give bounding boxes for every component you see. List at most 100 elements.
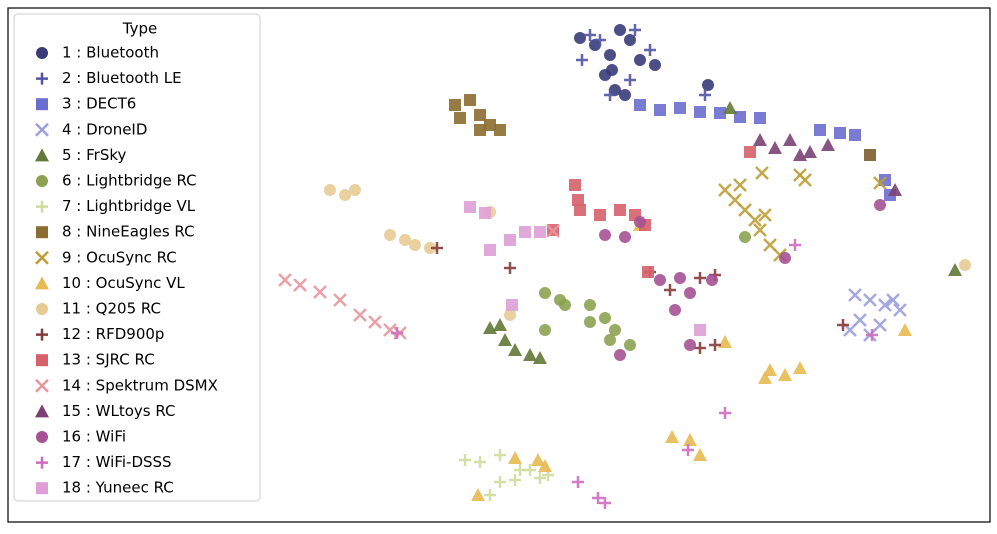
legend-label: 6 : Lightbridge RC xyxy=(62,172,197,190)
point xyxy=(534,472,546,484)
points xyxy=(278,24,971,509)
point xyxy=(614,204,626,216)
point xyxy=(886,293,900,307)
legend-marker xyxy=(35,250,49,265)
legend-marker xyxy=(36,226,48,239)
legend-marker xyxy=(36,456,48,469)
legend-marker xyxy=(36,72,48,85)
point xyxy=(339,189,351,201)
point xyxy=(584,299,596,311)
point xyxy=(494,124,506,136)
point xyxy=(682,444,694,456)
point xyxy=(609,84,621,96)
point xyxy=(508,451,522,464)
legend-marker xyxy=(36,200,48,213)
legend-label: 5 : FrSky xyxy=(62,146,127,164)
point xyxy=(504,309,516,321)
point xyxy=(684,287,696,299)
point xyxy=(506,299,518,311)
legend-label: 18 : Yuneec RC xyxy=(62,479,174,497)
legend-marker xyxy=(36,175,48,187)
point xyxy=(702,79,714,91)
point xyxy=(683,433,697,446)
point xyxy=(789,239,801,251)
point xyxy=(494,476,506,488)
point xyxy=(559,299,571,311)
point xyxy=(768,141,782,154)
point xyxy=(449,99,461,111)
point xyxy=(509,474,521,486)
legend-label: 7 : Lightbridge VL xyxy=(62,197,196,215)
point xyxy=(694,324,706,336)
point xyxy=(723,101,737,114)
point xyxy=(604,49,616,61)
point xyxy=(642,266,654,278)
point xyxy=(753,133,767,146)
legend-label: 2 : Bluetooth LE xyxy=(62,69,182,87)
point xyxy=(848,288,862,302)
point xyxy=(714,107,726,119)
point xyxy=(431,242,443,254)
point xyxy=(674,102,686,114)
point xyxy=(664,284,676,296)
point xyxy=(755,166,769,180)
point xyxy=(539,287,551,299)
point xyxy=(699,89,711,101)
legend-label: 12 : RFD900p xyxy=(62,325,164,343)
legend-title: Type xyxy=(122,20,157,38)
point xyxy=(654,274,666,286)
point xyxy=(748,213,762,227)
point xyxy=(471,488,485,501)
point xyxy=(498,333,512,346)
point xyxy=(519,226,531,238)
point xyxy=(599,497,611,509)
point xyxy=(614,349,626,361)
point xyxy=(349,184,361,196)
point xyxy=(654,104,666,116)
point xyxy=(584,29,596,41)
point xyxy=(424,242,436,254)
point xyxy=(614,24,626,36)
legend-label: 1 : Bluetooth xyxy=(62,44,159,62)
point xyxy=(888,183,902,196)
point xyxy=(753,223,767,237)
point xyxy=(409,239,421,251)
point xyxy=(368,315,382,329)
point xyxy=(313,285,327,299)
point xyxy=(744,146,756,158)
point xyxy=(644,44,656,56)
point xyxy=(798,173,812,187)
point xyxy=(814,124,826,136)
point xyxy=(754,112,766,124)
point xyxy=(293,278,307,292)
point xyxy=(898,323,912,336)
point xyxy=(758,208,772,222)
point xyxy=(523,348,537,361)
point xyxy=(874,199,886,211)
point xyxy=(399,234,411,246)
point xyxy=(834,127,846,139)
point xyxy=(278,273,292,287)
point xyxy=(694,342,706,354)
point xyxy=(504,262,516,274)
legend-label: 14 : Spektrum DSMX xyxy=(62,376,218,394)
point xyxy=(494,449,506,461)
point xyxy=(733,178,747,192)
point xyxy=(634,99,646,111)
point xyxy=(619,231,631,243)
point xyxy=(803,145,817,158)
legend-marker xyxy=(35,276,49,290)
point xyxy=(709,339,721,351)
point xyxy=(629,24,641,36)
point xyxy=(474,109,486,121)
point xyxy=(333,293,347,307)
point xyxy=(863,293,877,307)
legend-label: 4 : DroneID xyxy=(62,120,147,138)
point xyxy=(669,304,681,316)
point xyxy=(484,244,496,256)
legend-marker xyxy=(35,378,49,393)
point xyxy=(589,39,601,51)
point xyxy=(353,308,367,322)
point xyxy=(694,272,706,284)
point xyxy=(569,179,581,191)
